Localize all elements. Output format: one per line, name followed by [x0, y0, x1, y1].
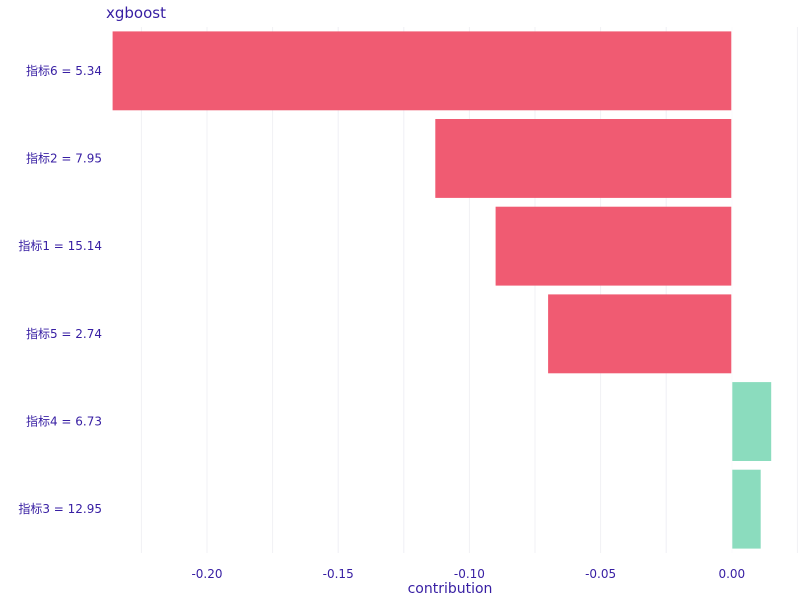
bar — [435, 119, 732, 198]
x-tick-label: -0.20 — [191, 567, 222, 581]
bar — [731, 469, 761, 549]
x-tick-label: -0.05 — [585, 567, 616, 581]
bar — [731, 382, 772, 461]
y-tick-label: 指标1 = 15.14 — [18, 238, 102, 253]
bar — [112, 31, 732, 111]
bar — [495, 206, 732, 286]
bars — [112, 27, 772, 553]
y-tick-label: 指标6 = 5.34 — [26, 63, 102, 78]
x-axis-ticks: -0.20 -0.15 -0.10 -0.05 0.00 — [191, 567, 745, 581]
category-labels: 指标6 = 5.34 指标2 = 7.95 指标1 = 15.14 指标5 = 2.7… — [18, 63, 102, 516]
x-tick-label: -0.15 — [323, 567, 354, 581]
y-tick-label: 指标5 = 2.74 — [26, 326, 102, 341]
y-tick-label: 指标3 = 12.95 — [18, 501, 102, 516]
x-tick-label: 0.00 — [718, 567, 745, 581]
y-tick-label: 指标2 = 7.95 — [26, 151, 102, 166]
x-axis-title: contribution — [408, 581, 493, 597]
bar — [548, 294, 732, 374]
chart-title: xgboost — [106, 4, 166, 22]
y-tick-label: 指标4 = 6.73 — [26, 414, 102, 429]
x-tick-label: -0.10 — [454, 567, 485, 581]
